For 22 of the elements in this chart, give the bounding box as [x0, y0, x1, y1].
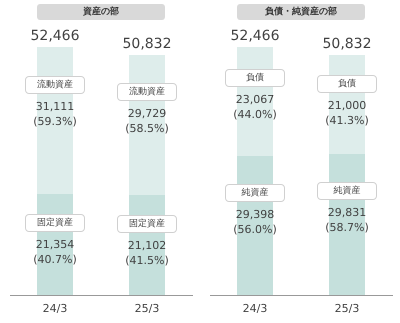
data-label: 29,729 (58.5%) [124, 106, 170, 136]
text: 流動資産 [129, 86, 165, 97]
chart-title: 資産の部 [37, 4, 165, 20]
data-label: 29,398 (56.0%) [232, 206, 278, 237]
x-tick-label: 24/3 [42, 302, 68, 315]
data-label: 21,000 (41.3%) [324, 98, 370, 128]
x-tick-label: 25/3 [334, 302, 360, 315]
data-label: 31,111 (59.3%) [32, 99, 78, 130]
total-label: 50,832 [322, 34, 372, 53]
total-label: 52,466 [230, 27, 280, 45]
x-tick-label: 25/3 [134, 302, 160, 315]
x-tick-label: 24/3 [242, 302, 268, 315]
data-label: 29,831 (58.7%) [324, 205, 370, 236]
total-label: 50,832 [122, 34, 172, 53]
total-label: 52,466 [30, 27, 80, 45]
text: 負債 [338, 78, 356, 89]
text: 純資産 [334, 186, 360, 196]
data-label: 21,354 (40.7%) [32, 237, 78, 268]
data-label: 21,102 (41.5%) [124, 238, 170, 268]
data-label: 23,067 (44.0%) [232, 92, 278, 122]
text: 固定資産 [129, 219, 165, 230]
chart-title: 負債・純資産の部 [237, 4, 365, 20]
